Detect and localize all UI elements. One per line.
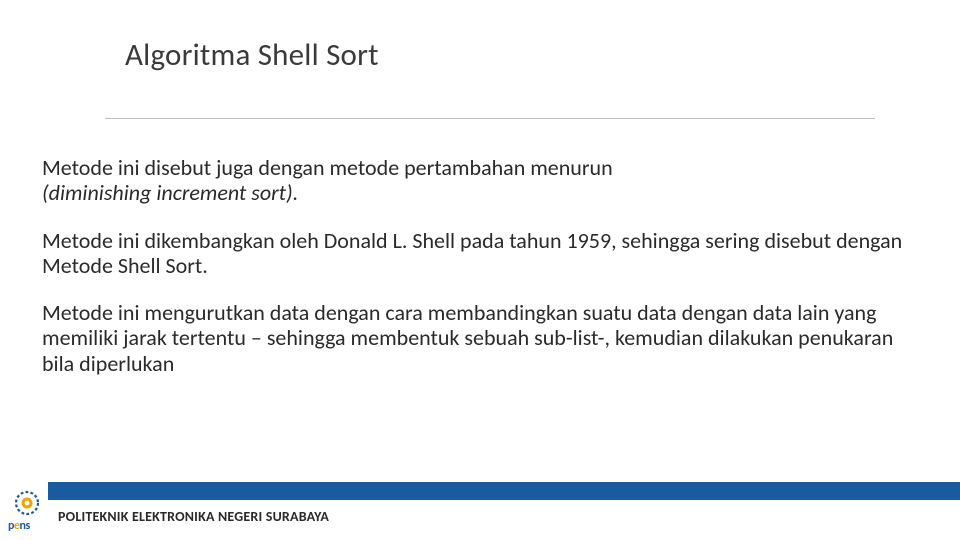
paragraph-1: Metode ini disebut juga dengan metode pe… xyxy=(42,155,920,206)
paragraph-2: Metode ini dikembangkan oleh Donald L. S… xyxy=(42,228,920,279)
body-content: Metode ini disebut juga dengan metode pe… xyxy=(42,155,920,398)
logo-wordmark: pens xyxy=(8,519,30,533)
slide-title: Algoritma Shell Sort xyxy=(125,36,379,74)
logo-letter-s: s xyxy=(25,519,29,533)
paragraph-3: Metode ini mengurutkan data dengan cara … xyxy=(42,300,920,376)
institution-logo: pens xyxy=(4,487,50,533)
slide: { "title": "Algoritma Shell Sort", "para… xyxy=(0,0,960,540)
gear-icon xyxy=(13,489,41,517)
paragraph-1-italic: (diminishing increment sort). xyxy=(42,179,298,206)
footer-bar xyxy=(48,482,960,500)
footer-text: POLITEKNIK ELEKTRONIKA NEGERI SURABAYA xyxy=(58,508,329,525)
paragraph-1-line1: Metode ini disebut juga dengan metode pe… xyxy=(42,154,613,181)
title-divider xyxy=(105,118,875,119)
